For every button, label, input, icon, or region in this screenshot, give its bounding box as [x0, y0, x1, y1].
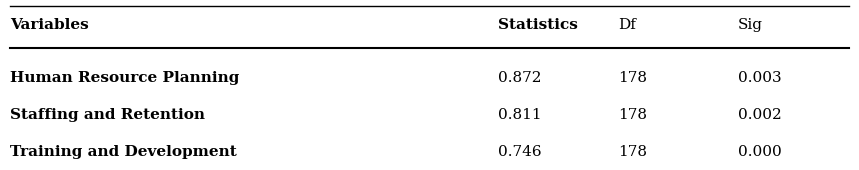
Text: 178: 178 — [618, 145, 647, 159]
Text: 0.003: 0.003 — [738, 71, 782, 85]
Text: 178: 178 — [618, 71, 647, 85]
Text: 178: 178 — [618, 108, 647, 122]
Text: 0.746: 0.746 — [498, 145, 542, 159]
Text: 0.872: 0.872 — [498, 71, 541, 85]
Text: 0.811: 0.811 — [498, 108, 542, 122]
Text: 0.000: 0.000 — [738, 145, 782, 159]
Text: Sig: Sig — [738, 18, 763, 32]
Text: Human Resource Planning: Human Resource Planning — [10, 71, 240, 85]
Text: Variables: Variables — [10, 18, 88, 32]
Text: Training and Development: Training and Development — [10, 145, 237, 159]
Text: 0.002: 0.002 — [738, 108, 782, 122]
Text: Statistics: Statistics — [498, 18, 578, 32]
Text: Staffing and Retention: Staffing and Retention — [10, 108, 205, 122]
Text: Df: Df — [618, 18, 636, 32]
